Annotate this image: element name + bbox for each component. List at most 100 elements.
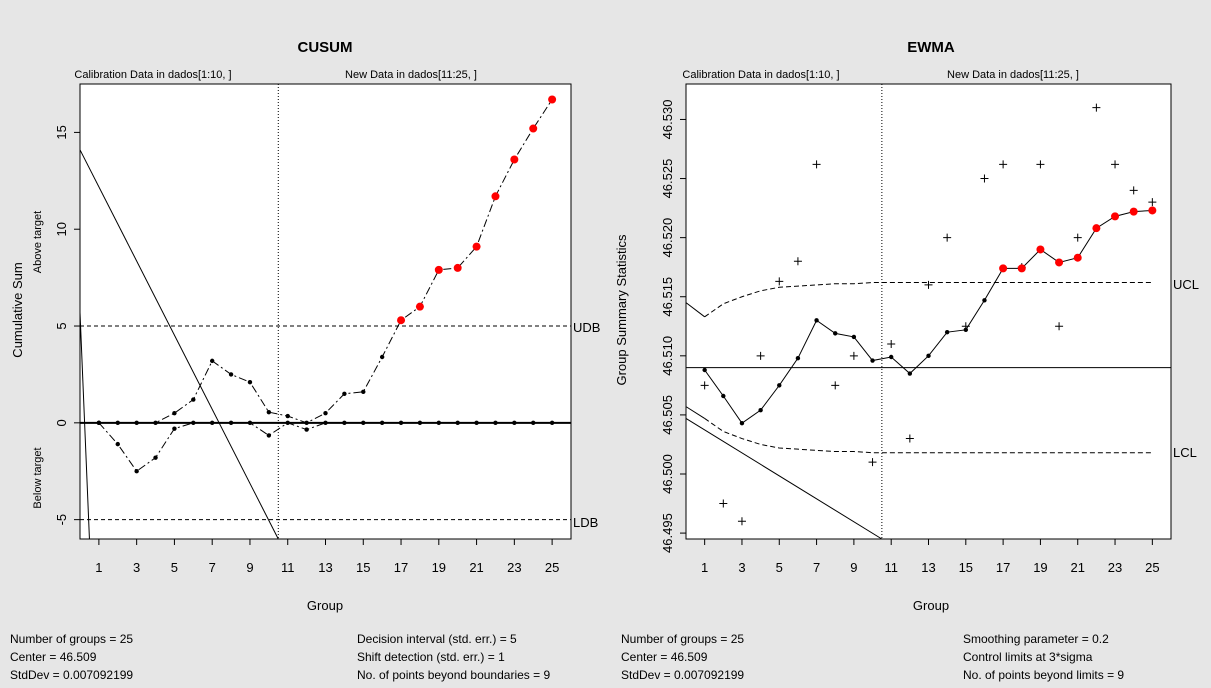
ewma-x-tick-label: 5 bbox=[776, 560, 783, 575]
ewma-y-tick-label: 46.530 bbox=[660, 100, 675, 140]
cusum-lower-point bbox=[191, 420, 196, 426]
ewma-footer-beyond: No. of points beyond limits = 9 bbox=[963, 668, 1124, 682]
cusum-upper-point bbox=[247, 379, 253, 385]
cusum-section-label-new: New Data in dados[11:25, ] bbox=[345, 69, 477, 81]
cusum-section-label-calibration: Calibration Data in dados[1:10, ] bbox=[74, 69, 231, 81]
cusum-x-tick-label: 25 bbox=[545, 560, 559, 575]
ewma-group-stat-point bbox=[905, 434, 914, 443]
ewma-group-stat-point bbox=[700, 381, 709, 390]
cusum-x-tick-label: 3 bbox=[133, 560, 140, 575]
ewma-y-tick-label: 46.520 bbox=[660, 218, 675, 258]
cusum-upper-point bbox=[415, 302, 424, 311]
ewma-y-tick-label: 46.515 bbox=[660, 277, 675, 317]
cusum-x-tick-label: 21 bbox=[469, 560, 483, 575]
ewma-footer-right: Smoothing parameter = 0.2 Control limits… bbox=[963, 632, 1124, 682]
ewma-point bbox=[926, 353, 931, 359]
ewma-point bbox=[721, 393, 726, 399]
cusum-lower-point bbox=[455, 420, 460, 426]
ewma-point bbox=[999, 264, 1008, 273]
ewma-lcl-label: LCL bbox=[1173, 445, 1197, 460]
cusum-upper-point bbox=[266, 409, 272, 415]
cusum-v-mask-line bbox=[79, 312, 90, 540]
cusum-lower-point bbox=[304, 427, 309, 432]
cusum-upper-point bbox=[191, 397, 196, 402]
cusum-upper-point bbox=[472, 242, 481, 251]
cusum-y-tick-label: 10 bbox=[54, 222, 69, 236]
cusum-y-axis-label: Cumulative Sum bbox=[10, 262, 25, 357]
ewma-x-tick-label: 7 bbox=[813, 560, 820, 575]
ewma-point bbox=[702, 367, 707, 373]
ewma-x-tick-label: 19 bbox=[1033, 560, 1047, 575]
ewma-section-label-new: New Data in dados[11:25, ] bbox=[947, 69, 1079, 81]
ewma-ucl-label: UCL bbox=[1173, 277, 1199, 292]
cusum-upper-point bbox=[397, 316, 406, 325]
ewma-point bbox=[1036, 245, 1045, 254]
cusum-footer-stddev: StdDev = 0.007092199 bbox=[10, 668, 133, 682]
ewma-group-stat-point bbox=[1092, 103, 1101, 112]
cusum-above-target-label: Above target bbox=[32, 211, 44, 273]
cusum-lower-point bbox=[361, 420, 366, 426]
ewma-point bbox=[982, 298, 987, 303]
cusum-x-tick-label: 7 bbox=[209, 560, 216, 575]
cusum-upper-point bbox=[529, 124, 538, 133]
cusum-y-tick-label: -5 bbox=[54, 514, 69, 526]
ewma-x-tick-label: 9 bbox=[850, 560, 857, 575]
ewma-ucl-line bbox=[704, 282, 1153, 318]
ewma-x-axis-label: Group bbox=[913, 598, 949, 613]
ewma-group-stat-point bbox=[1055, 322, 1064, 331]
ewma-group-stat-point bbox=[831, 381, 840, 390]
cusum-upper-point bbox=[510, 155, 519, 164]
cusum-x-tick-label: 23 bbox=[507, 560, 521, 575]
cusum-footer-groups: Number of groups = 25 bbox=[10, 632, 133, 646]
ewma-slope-line bbox=[685, 418, 883, 540]
ewma-group-stat-point bbox=[793, 257, 802, 266]
cusum-upper-point bbox=[209, 358, 215, 364]
ewma-group-stat-point bbox=[756, 351, 765, 360]
cusum-lower-point bbox=[96, 420, 102, 426]
ewma-point bbox=[1129, 207, 1138, 216]
ewma-point bbox=[907, 371, 913, 376]
ewma-group-stat-point bbox=[775, 277, 784, 286]
ewma-footer-stddev: StdDev = 0.007092199 bbox=[621, 668, 744, 682]
cusum-x-tick-label: 13 bbox=[318, 560, 332, 575]
ewma-group-stat-point bbox=[943, 233, 952, 242]
cusum-footer-center: Center = 46.509 bbox=[10, 650, 97, 664]
ewma-point bbox=[870, 358, 875, 363]
cusum-lower-point bbox=[512, 420, 517, 426]
cusum-x-tick-label: 1 bbox=[95, 560, 102, 575]
cusum-plot-area bbox=[79, 83, 572, 540]
ewma-point bbox=[1055, 258, 1064, 267]
ewma-y-tick-label: 46.525 bbox=[660, 159, 675, 199]
ewma-lcl-lead-line bbox=[685, 406, 705, 419]
cusum-footer-right: Decision interval (std. err.) = 5 Shift … bbox=[357, 632, 550, 682]
cusum-upper-point bbox=[172, 410, 177, 416]
ewma-x-tick-label: 3 bbox=[738, 560, 745, 575]
cusum-lower-point bbox=[285, 420, 290, 426]
cusum-ldb-label: LDB bbox=[573, 515, 598, 530]
cusum-lower-point bbox=[172, 426, 177, 431]
ewma-point bbox=[795, 355, 801, 361]
ewma-point bbox=[1148, 206, 1157, 215]
ewma-group-stat-point bbox=[1148, 198, 1157, 207]
ewma-x-tick-label: 25 bbox=[1145, 560, 1159, 575]
ewma-x-tick-label: 17 bbox=[996, 560, 1010, 575]
ewma-group-stat-point bbox=[1129, 186, 1138, 195]
ewma-point bbox=[1073, 253, 1082, 262]
cusum-lower-point bbox=[153, 455, 158, 460]
ewma-y-tick-label: 46.505 bbox=[660, 395, 675, 435]
cusum-x-tick-label: 9 bbox=[246, 560, 253, 575]
ewma-group-stat-point bbox=[812, 160, 821, 169]
cusum-below-target-label: Below target bbox=[32, 447, 44, 508]
ewma-x-tick-label: 15 bbox=[959, 560, 973, 575]
ewma-point bbox=[739, 420, 745, 426]
ewma-point bbox=[851, 334, 857, 340]
cusum-lower-point bbox=[417, 420, 423, 426]
cusum-upper-point bbox=[134, 420, 139, 426]
cusum-lower-point bbox=[379, 420, 385, 426]
cusum-x-tick-label: 19 bbox=[432, 560, 446, 575]
cusum-footer-beyond: No. of points beyond boundaries = 9 bbox=[357, 668, 550, 682]
cusum-x-axis-label: Group bbox=[307, 598, 343, 613]
ewma-x-tick-label: 11 bbox=[884, 560, 898, 575]
cusum-lower-point bbox=[323, 420, 328, 426]
cusum-lower-point bbox=[493, 420, 498, 426]
